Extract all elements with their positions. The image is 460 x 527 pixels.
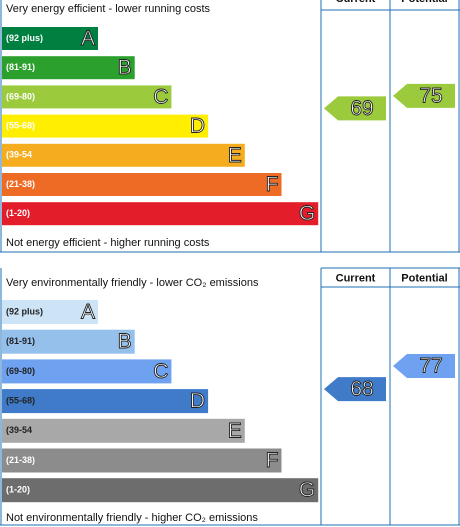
column-header: Current [336,272,376,284]
band-range: (92 plus) [6,33,43,43]
band [2,448,282,473]
band-range: (39-54 [6,150,32,160]
band-letter: C [153,85,168,108]
rating-value: 77 [419,354,442,377]
panel-footer: Not environmentally friendly - higher CO… [6,512,258,524]
band-letter: B [118,330,132,353]
rating-value: 75 [419,84,442,107]
column-header: Potential [401,0,447,5]
rating-arrow [324,96,386,121]
band-letter: G [299,202,315,225]
panel-title: Very environmentally friendly - lower CO… [6,277,259,289]
band [2,173,282,196]
band [2,56,135,80]
band [2,143,245,167]
band-letter: D [190,390,205,413]
rating-arrow [393,353,455,378]
band-range: (55-68) [6,395,35,405]
band-letter: A [81,27,95,50]
band-letter: A [81,301,95,324]
band-range: (69-80) [6,91,35,101]
band [2,27,98,50]
band [2,114,209,138]
band [2,359,172,384]
band-range: (69-80) [6,366,35,376]
rating-arrow [393,83,455,108]
band [2,329,135,354]
band [2,202,319,226]
band [2,418,245,443]
band-letter: G [299,479,315,502]
rating-arrow [324,377,386,402]
band-range: (21-38) [6,179,35,189]
band-letter: B [118,56,132,79]
band [2,300,98,324]
band [2,85,172,109]
column-header: Potential [401,272,447,284]
band-range: (81-91) [6,336,35,346]
rating-value: 68 [350,378,373,401]
band-letter: F [266,173,279,196]
band-letter: D [190,115,205,138]
band-range: (55-68) [6,120,35,130]
band-letter: E [228,419,242,442]
panel-title: Very energy efficient - lower running co… [6,3,211,15]
band-range: (1-20) [6,208,30,218]
band-range: (39-54 [6,425,32,435]
band-range: (21-38) [6,455,35,465]
band-range: (1-20) [6,485,30,495]
band-letter: F [266,449,279,472]
column-header: Current [336,0,376,5]
band-letter: C [153,360,168,383]
band-range: (81-91) [6,62,35,72]
rating-value: 69 [350,97,373,120]
panel-footer: Not energy efficient - higher running co… [6,237,210,249]
band [2,389,209,414]
band [2,478,319,503]
band-range: (92 plus) [6,306,43,316]
band-letter: E [228,144,242,167]
